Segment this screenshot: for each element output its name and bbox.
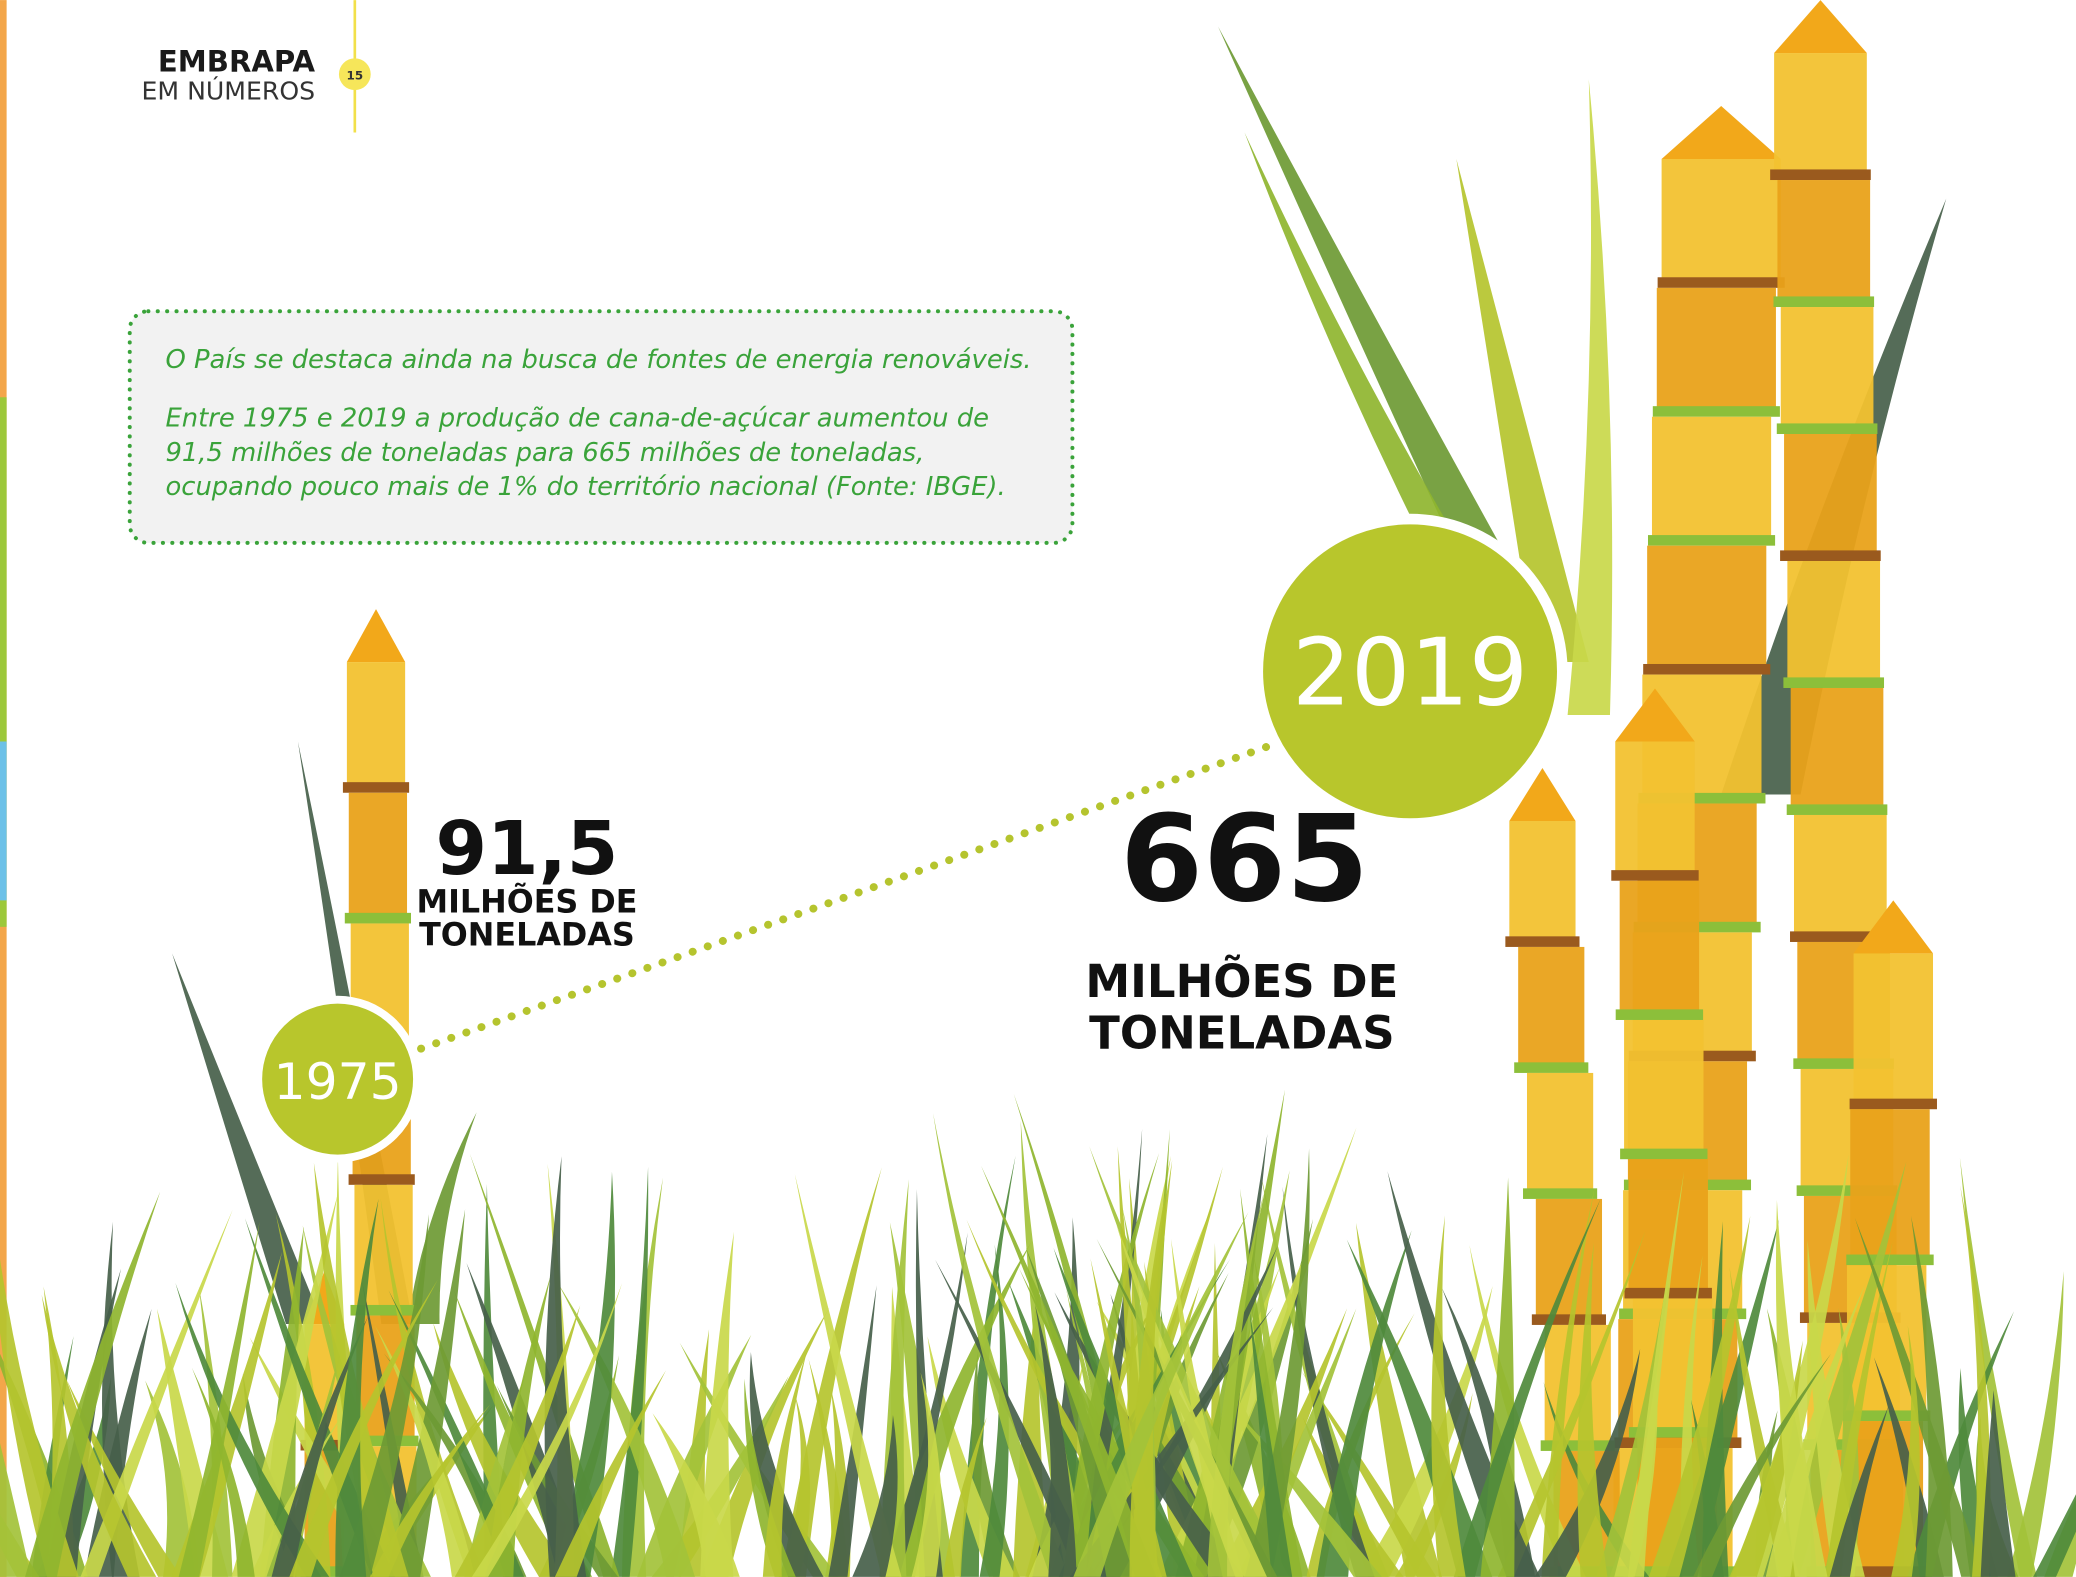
cane-node	[1787, 804, 1888, 815]
cane-segment	[1652, 417, 1771, 541]
cane-segment	[1781, 307, 1874, 429]
callout-line: Entre 1975 e 2019 a produção de cana-de-…	[165, 403, 988, 433]
cane-node	[1780, 550, 1881, 561]
cane-segment	[1787, 561, 1880, 683]
year-label: 2019	[1292, 618, 1528, 726]
cane-node	[1773, 296, 1874, 307]
callout-text: O País se destaca ainda na busca de font…	[165, 345, 1031, 502]
cane-segment	[1854, 953, 1933, 1104]
cane-node	[1658, 277, 1785, 288]
cane-node	[1620, 1149, 1707, 1160]
cane-segment	[1777, 180, 1870, 302]
cane-segment	[349, 793, 407, 918]
cane-node	[1846, 1255, 1933, 1266]
unit-label: MILHÕES DE	[1085, 955, 1398, 1008]
year-label: 1975	[274, 1052, 402, 1111]
cane-node	[1648, 535, 1775, 546]
page-number: 15	[347, 69, 364, 83]
cane-node	[1783, 677, 1884, 688]
cane-segment	[1774, 53, 1867, 175]
cane-node	[1643, 664, 1770, 675]
unit-label: MILHÕES DE	[416, 881, 637, 920]
unit-label: TONELADAS	[1089, 1007, 1394, 1060]
cane-segment	[1657, 288, 1776, 412]
unit-label: TONELADAS	[419, 917, 635, 953]
cane-node	[1523, 1188, 1597, 1199]
value-label: 91,5	[435, 806, 618, 892]
cane-node	[343, 782, 409, 793]
cane-segment	[1527, 1073, 1593, 1194]
callout-line: 91,5 milhões de toneladas para 665 milhõ…	[165, 438, 924, 468]
cane-segment	[1662, 159, 1781, 283]
cane-node	[1850, 1099, 1937, 1110]
cane-node	[1777, 423, 1878, 434]
cane-segment	[1518, 947, 1584, 1068]
cane-node	[1514, 1062, 1588, 1073]
cane-segment	[1620, 881, 1699, 1015]
cane-node	[1505, 936, 1579, 947]
cane-segment	[1784, 434, 1877, 556]
cane-segment	[1647, 546, 1766, 670]
cane-node	[1616, 1009, 1703, 1020]
cane-segment	[1624, 1020, 1703, 1154]
cane-node	[1653, 406, 1780, 417]
cane-node	[1770, 169, 1871, 180]
cane-segment	[1791, 688, 1884, 810]
cane-node	[345, 913, 411, 924]
callout-line: O País se destaca ainda na busca de font…	[165, 345, 1031, 375]
cane-segment	[347, 662, 405, 787]
edge-stripe	[0, 741, 7, 900]
cane-node	[1611, 870, 1698, 881]
cane-segment	[1794, 815, 1887, 937]
cane-segment	[1509, 821, 1575, 942]
infographic: 15 EMBRAPA EM NÚMEROS O País se destaca …	[0, 0, 2076, 1577]
cane-node	[349, 1174, 415, 1185]
brand-subtitle: EM NÚMEROS	[142, 75, 316, 105]
callout-line: ocupando pouco mais de 1% do território …	[165, 472, 1005, 502]
value-label: 665	[1120, 790, 1369, 929]
cane-segment	[1615, 741, 1694, 875]
brand: EMBRAPA	[158, 45, 316, 79]
